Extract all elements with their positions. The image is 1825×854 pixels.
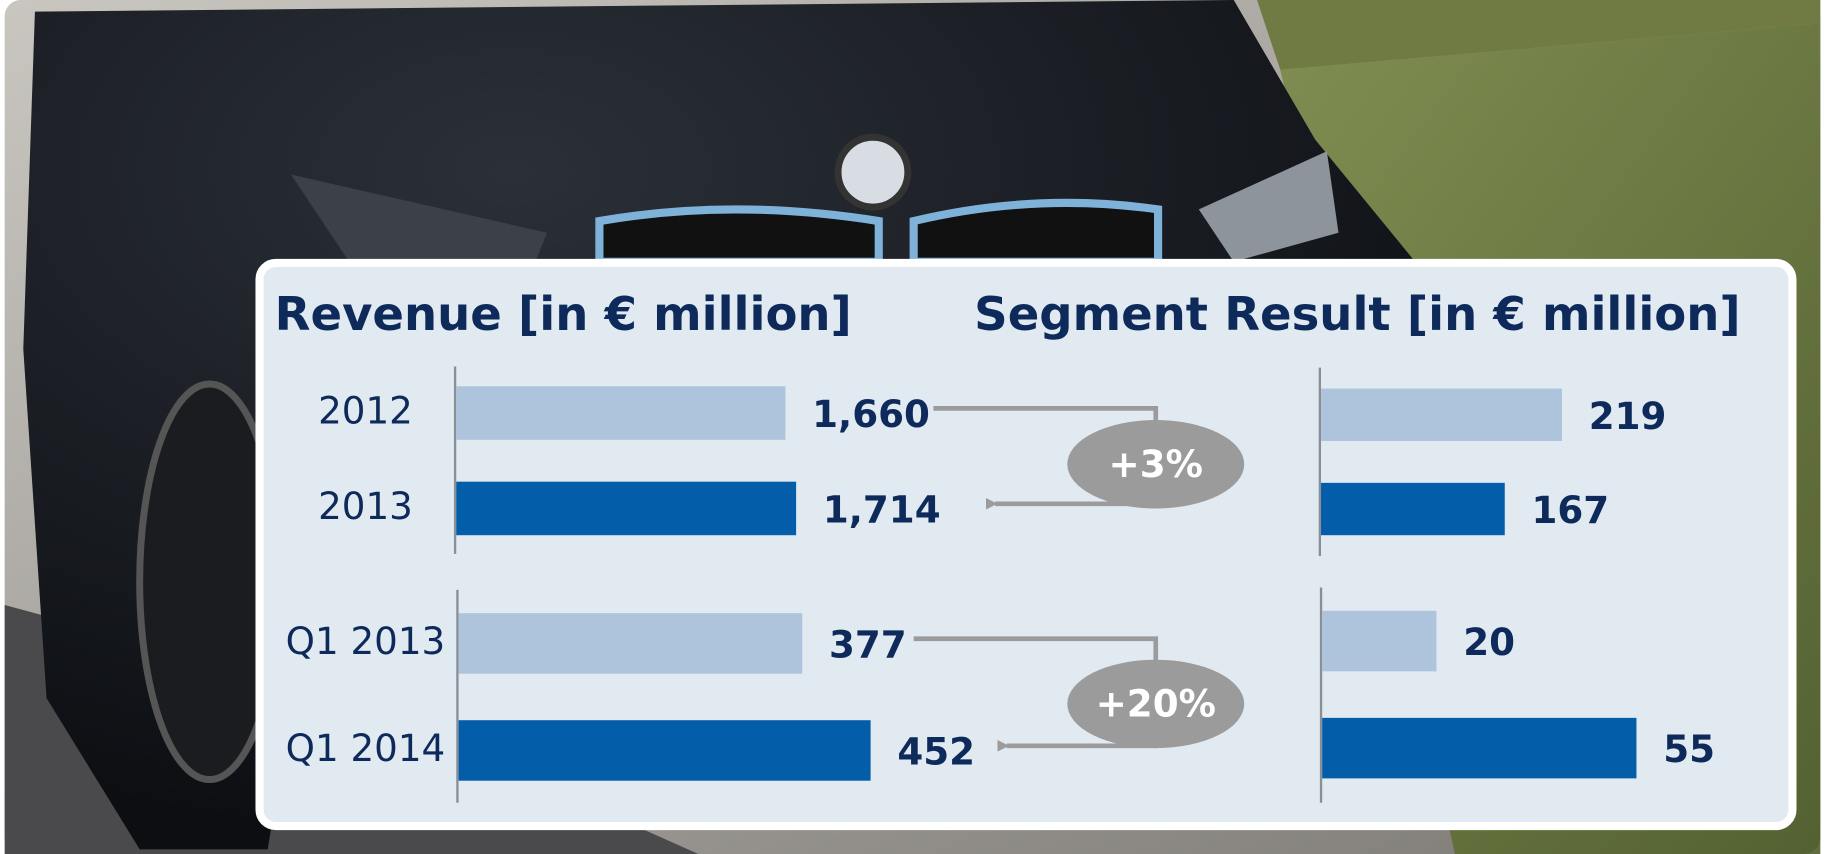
- chart-title: Revenue [in € million]: [275, 287, 852, 341]
- bar: [1321, 483, 1505, 535]
- change-label: +20%: [1096, 682, 1216, 726]
- change-label: +3%: [1109, 442, 1203, 486]
- value-label: 167: [1532, 488, 1610, 532]
- category-label: 2012: [318, 389, 413, 433]
- category-label: Q1 2013: [286, 619, 446, 663]
- bar: [456, 386, 785, 440]
- value-label: 1,660: [812, 392, 930, 436]
- bar: [1322, 718, 1636, 779]
- value-label: 219: [1589, 394, 1667, 438]
- category-label: 2013: [318, 484, 413, 528]
- value-label: 20: [1463, 620, 1515, 664]
- chart-title: Segment Result [in € million]: [974, 287, 1740, 341]
- category-label: Q1 2014: [286, 726, 446, 770]
- slide: Revenue [in € million] 1,660 2012 1,714 2013…: [0, 0, 1825, 854]
- page: Revenue [in € million] 1,660 2012 1,714 2013…: [0, 0, 1825, 854]
- bar: [459, 613, 803, 674]
- bar: [456, 482, 796, 536]
- bar: [459, 720, 871, 781]
- value-label: 452: [897, 729, 975, 773]
- bar: [1321, 389, 1562, 441]
- value-label: 55: [1663, 727, 1715, 771]
- value-label: 377: [829, 622, 907, 666]
- bar: [1322, 611, 1436, 672]
- value-label: 1,714: [823, 487, 941, 531]
